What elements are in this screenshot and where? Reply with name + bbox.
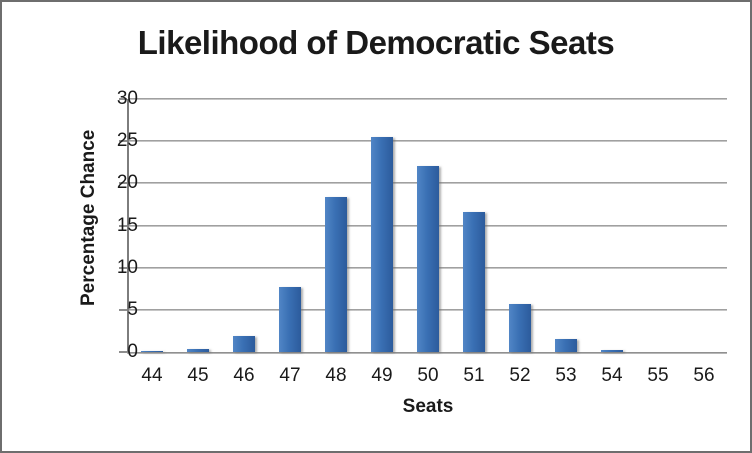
y-tick-label-10: 10: [116, 257, 138, 278]
x-tick-label-53: 53: [555, 365, 577, 386]
y-tick-label-30: 30: [116, 88, 138, 109]
x-tick-label-44: 44: [141, 365, 163, 386]
x-tick-label-48: 48: [325, 365, 347, 386]
chart-title: Likelihood of Democratic Seats: [137, 24, 615, 61]
x-tick-label-49: 49: [371, 365, 393, 386]
y-tick-label-15: 15: [116, 215, 138, 236]
x-tick-label-56: 56: [693, 365, 715, 386]
bar-49: [371, 137, 393, 352]
y-tick-mark-5: [119, 309, 127, 311]
y-tick-label-25: 25: [116, 130, 138, 151]
bar-46: [233, 336, 255, 352]
bar-48: [325, 197, 347, 352]
x-axis-line: [127, 352, 727, 354]
bar-54: [601, 350, 623, 352]
gridline-y-30: [129, 98, 727, 100]
x-tick-label-45: 45: [187, 365, 209, 386]
y-tick-mark-10: [119, 267, 127, 269]
y-tick-mark-30: [119, 98, 127, 100]
bar-52: [509, 304, 531, 352]
x-tick-label-51: 51: [463, 365, 485, 386]
y-axis-line: [127, 99, 129, 352]
x-tick-label-54: 54: [601, 365, 623, 386]
y-tick-mark-0: [119, 351, 127, 353]
gridline-y-25: [129, 140, 727, 142]
y-tick-mark-20: [119, 182, 127, 184]
bar-44: [141, 351, 163, 352]
bar-53: [555, 339, 577, 352]
y-tick-mark-25: [119, 140, 127, 142]
bar-50: [417, 166, 439, 352]
x-tick-label-52: 52: [509, 365, 531, 386]
bar-47: [279, 287, 301, 352]
y-tick-label-5: 5: [127, 299, 138, 320]
x-tick-label-55: 55: [647, 365, 669, 386]
x-tick-label-47: 47: [279, 365, 301, 386]
bar-51: [463, 212, 485, 352]
bar-45: [187, 349, 209, 352]
y-tick-label-20: 20: [116, 172, 138, 193]
x-tick-label-46: 46: [233, 365, 255, 386]
plot-area: Percentage Chance: [78, 98, 727, 354]
y-tick-label-0: 0: [127, 341, 138, 362]
x-axis-title: Seats: [402, 396, 454, 417]
x-tick-label-50: 50: [417, 365, 439, 386]
y-tick-mark-15: [119, 225, 127, 227]
